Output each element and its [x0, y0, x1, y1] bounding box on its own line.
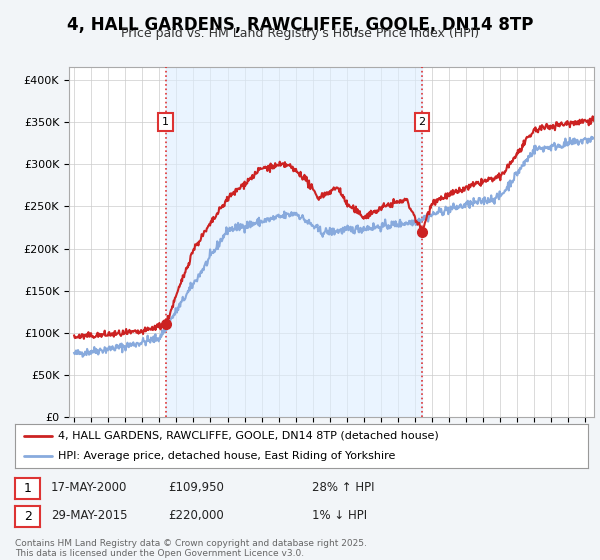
Text: 17-MAY-2000: 17-MAY-2000 — [51, 481, 127, 494]
Text: 1: 1 — [163, 117, 169, 127]
Text: 1% ↓ HPI: 1% ↓ HPI — [312, 509, 367, 522]
Text: 1: 1 — [23, 482, 32, 495]
Text: 4, HALL GARDENS, RAWCLIFFE, GOOLE, DN14 8TP (detached house): 4, HALL GARDENS, RAWCLIFFE, GOOLE, DN14 … — [58, 431, 439, 441]
Text: 28% ↑ HPI: 28% ↑ HPI — [312, 481, 374, 494]
Text: HPI: Average price, detached house, East Riding of Yorkshire: HPI: Average price, detached house, East… — [58, 451, 395, 461]
Text: 4, HALL GARDENS, RAWCLIFFE, GOOLE, DN14 8TP: 4, HALL GARDENS, RAWCLIFFE, GOOLE, DN14 … — [67, 16, 533, 34]
Text: 29-MAY-2015: 29-MAY-2015 — [51, 509, 128, 522]
Text: 2: 2 — [418, 117, 425, 127]
Text: £109,950: £109,950 — [168, 481, 224, 494]
Text: Contains HM Land Registry data © Crown copyright and database right 2025.
This d: Contains HM Land Registry data © Crown c… — [15, 539, 367, 558]
Text: £220,000: £220,000 — [168, 509, 224, 522]
Text: 2: 2 — [23, 510, 32, 523]
Bar — [166, 67, 422, 417]
Text: Price paid vs. HM Land Registry's House Price Index (HPI): Price paid vs. HM Land Registry's House … — [121, 27, 479, 40]
